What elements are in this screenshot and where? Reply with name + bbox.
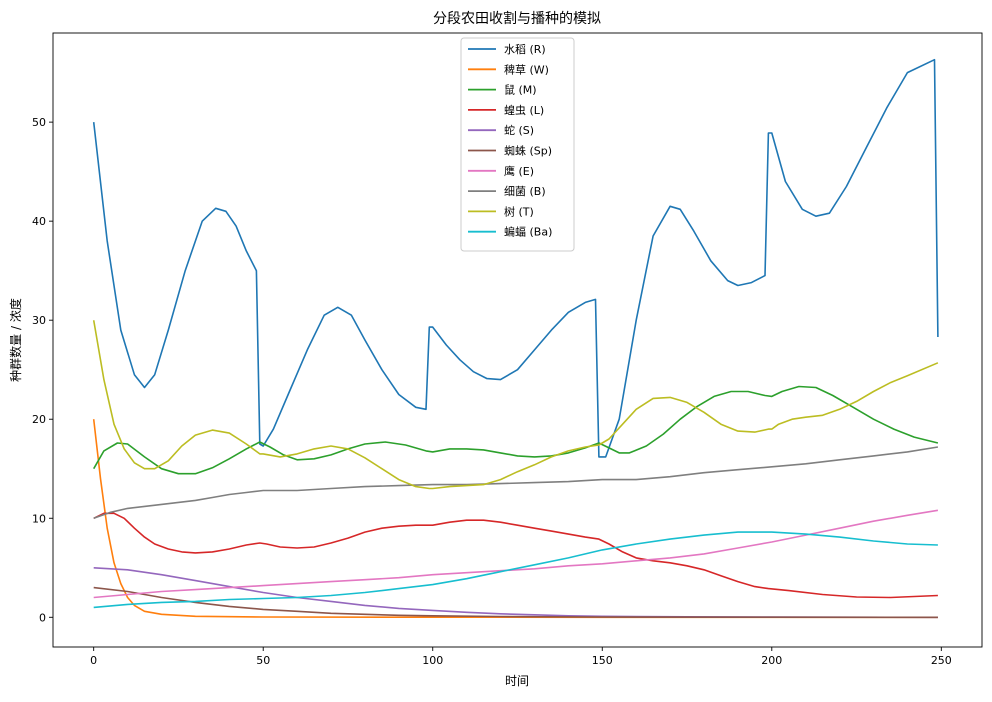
series-line-9: [93, 531, 938, 609]
x-tick-label: 250: [931, 654, 952, 667]
legend-label-2: 鼠 (M): [504, 83, 537, 97]
series-line-6: [93, 509, 939, 599]
chart-title: 分段农田收割与播种的模拟: [433, 10, 601, 27]
series-line-5: [93, 586, 938, 619]
series-line-7: [93, 446, 939, 520]
legend-label-5: 蜘蛛 (Sp): [504, 144, 552, 158]
legend-label-0: 水稻 (R): [504, 43, 546, 56]
y-tick-label: 30: [32, 314, 46, 327]
series-line-8: [92, 320, 939, 490]
x-tick-label: 50: [256, 654, 270, 667]
y-tick-label: 0: [39, 611, 46, 624]
legend: 水稻 (R) 稗草 (W) 鼠 (M) 蝗虫 (L) 蛇 (S) 蜘蛛 (Sp) 鹰 (E)…: [460, 37, 575, 252]
plot-frame: [52, 32, 983, 648]
x-tick-label: 0: [90, 654, 97, 667]
y-tick-label: 40: [32, 215, 46, 228]
legend-label-6: 鹰 (E): [504, 164, 534, 178]
x-axis: 0 50 100 150 200 250: [90, 647, 952, 667]
y-tick-label: 20: [32, 413, 46, 426]
legend-box: [460, 37, 575, 252]
legend-label-1: 稗草 (W): [504, 62, 549, 76]
y-axis-label: 种群数量 / 浓度: [8, 298, 23, 382]
legend-label-7: 细菌 (B): [504, 185, 546, 198]
x-tick-label: 150: [592, 654, 613, 667]
x-axis-label: 时间: [505, 674, 529, 688]
legend-label-3: 蝗虫 (L): [504, 104, 544, 117]
y-tick-label: 10: [32, 512, 46, 525]
plot-area: [92, 58, 939, 619]
series-line-3: [93, 512, 938, 599]
y-axis: 0 10 20 30 40 50: [32, 116, 53, 624]
legend-label-8: 树 (T): [504, 204, 534, 218]
x-tick-label: 200: [761, 654, 782, 667]
legend-label-4: 蛇 (S): [504, 123, 534, 137]
legend-label-9: 蝙蝠 (Ba): [504, 225, 552, 239]
series-line-0: [92, 58, 939, 458]
x-tick-label: 100: [422, 654, 443, 667]
series-line-2: [93, 385, 939, 475]
y-tick-label: 50: [32, 116, 46, 129]
